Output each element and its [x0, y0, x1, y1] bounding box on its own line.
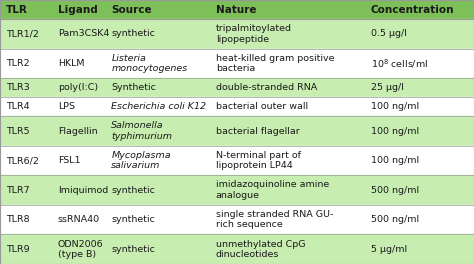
Bar	[0, 78, 474, 97]
Bar	[0, 19, 474, 49]
Text: LPS: LPS	[58, 102, 75, 111]
Text: Listeria
monocytogenes: Listeria monocytogenes	[111, 54, 188, 73]
Text: heat-killed gram positive
bacteria: heat-killed gram positive bacteria	[216, 54, 334, 73]
Text: poly(I:C): poly(I:C)	[58, 83, 98, 92]
Text: 25 μg/l: 25 μg/l	[371, 83, 403, 92]
Bar	[0, 97, 474, 116]
Text: FSL1: FSL1	[58, 156, 80, 165]
Text: Nature: Nature	[216, 4, 256, 15]
Text: Pam3CSK4: Pam3CSK4	[58, 29, 109, 38]
Bar	[0, 116, 474, 146]
Text: TLR3: TLR3	[6, 83, 29, 92]
Text: bacterial flagellar: bacterial flagellar	[216, 126, 300, 135]
Text: synthetic: synthetic	[111, 215, 155, 224]
Text: 500 ng/ml: 500 ng/ml	[371, 215, 419, 224]
Text: Salmonella
typhimurium: Salmonella typhimurium	[111, 121, 173, 141]
Text: single stranded RNA GU-
rich sequence: single stranded RNA GU- rich sequence	[216, 210, 333, 229]
Text: HKLM: HKLM	[58, 59, 84, 68]
Text: 100 ng/ml: 100 ng/ml	[371, 156, 419, 165]
Text: TLR2: TLR2	[6, 59, 29, 68]
Bar	[0, 205, 474, 234]
Text: 100 ng/ml: 100 ng/ml	[371, 126, 419, 135]
Bar	[0, 234, 474, 264]
Text: TLR6/2: TLR6/2	[6, 156, 38, 165]
Text: Ligand: Ligand	[58, 4, 98, 15]
Text: 500 ng/ml: 500 ng/ml	[371, 186, 419, 195]
Text: ssRNA40: ssRNA40	[58, 215, 100, 224]
Text: 5 μg/ml: 5 μg/ml	[371, 245, 407, 254]
Bar	[0, 0, 474, 19]
Text: TLR1/2: TLR1/2	[6, 29, 38, 38]
Text: ODN2006
(type B): ODN2006 (type B)	[58, 239, 103, 259]
Text: TLR8: TLR8	[6, 215, 29, 224]
Text: Escherichia coli K12: Escherichia coli K12	[111, 102, 206, 111]
Text: Mycoplasma
salivarium: Mycoplasma salivarium	[111, 151, 171, 170]
Text: TLR4: TLR4	[6, 102, 29, 111]
Text: imidazoquinoline amine
analogue: imidazoquinoline amine analogue	[216, 180, 329, 200]
Text: Source: Source	[111, 4, 152, 15]
Text: $10^8$ cells/ml: $10^8$ cells/ml	[371, 57, 428, 70]
Text: double-stranded RNA: double-stranded RNA	[216, 83, 317, 92]
Bar	[0, 146, 474, 175]
Text: bacterial outer wall: bacterial outer wall	[216, 102, 308, 111]
Text: N-terminal part of
lipoprotein LP44: N-terminal part of lipoprotein LP44	[216, 151, 301, 170]
Text: tripalmitoylated
lipopeptide: tripalmitoylated lipopeptide	[216, 24, 292, 44]
Bar	[0, 49, 474, 78]
Text: Synthetic: Synthetic	[111, 83, 156, 92]
Text: synthetic: synthetic	[111, 245, 155, 254]
Bar	[0, 175, 474, 205]
Text: Imiquimod: Imiquimod	[58, 186, 108, 195]
Text: Concentration: Concentration	[371, 4, 454, 15]
Text: Flagellin: Flagellin	[58, 126, 98, 135]
Text: TLR: TLR	[6, 4, 27, 15]
Text: 100 ng/ml: 100 ng/ml	[371, 102, 419, 111]
Text: TLR9: TLR9	[6, 245, 29, 254]
Text: unmethylated CpG
dinucleotides: unmethylated CpG dinucleotides	[216, 239, 305, 259]
Text: synthetic: synthetic	[111, 29, 155, 38]
Text: 0.5 μg/l: 0.5 μg/l	[371, 29, 407, 38]
Text: synthetic: synthetic	[111, 186, 155, 195]
Text: TLR7: TLR7	[6, 186, 29, 195]
Text: TLR5: TLR5	[6, 126, 29, 135]
